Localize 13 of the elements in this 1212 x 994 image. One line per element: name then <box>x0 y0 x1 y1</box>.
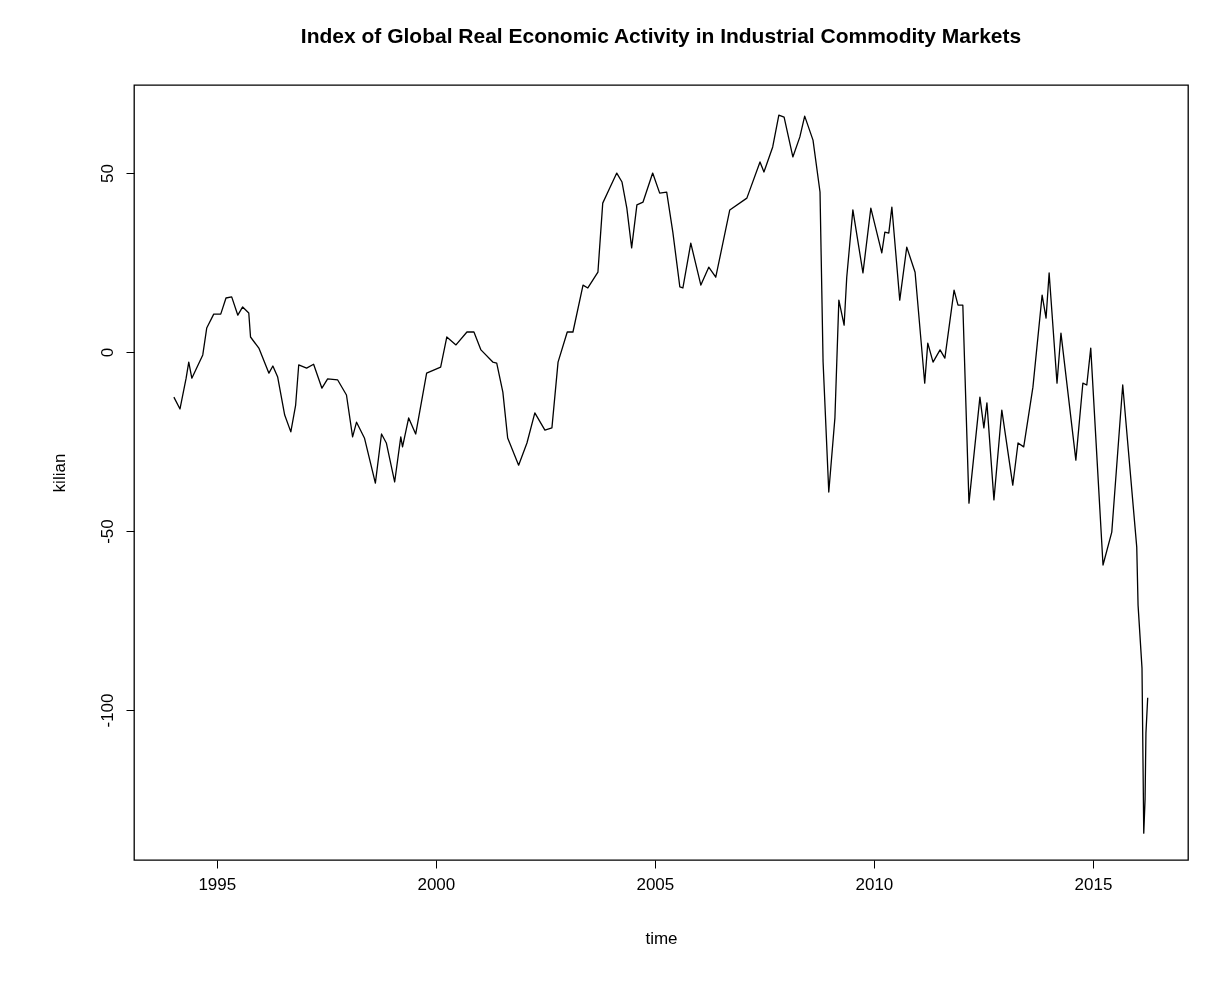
chart-title: Index of Global Real Economic Activity in Industrial Commodity Markets <box>300 24 1022 47</box>
x-tick-label: 1995 <box>198 874 237 894</box>
y-tick-label: -100 <box>97 693 117 728</box>
x-tick-label: 2000 <box>417 874 456 894</box>
x-tick-label: 2010 <box>855 874 894 894</box>
line-series <box>173 114 1149 834</box>
y-tick-label: -50 <box>97 519 117 544</box>
y-axis-title: kilian <box>49 453 69 493</box>
x-axis-title: time <box>645 928 678 948</box>
y-tick-label: 50 <box>97 164 117 184</box>
x-tick-label: 2015 <box>1074 874 1113 894</box>
y-tick-label: 0 <box>97 347 117 358</box>
x-tick-label: 2005 <box>636 874 675 894</box>
